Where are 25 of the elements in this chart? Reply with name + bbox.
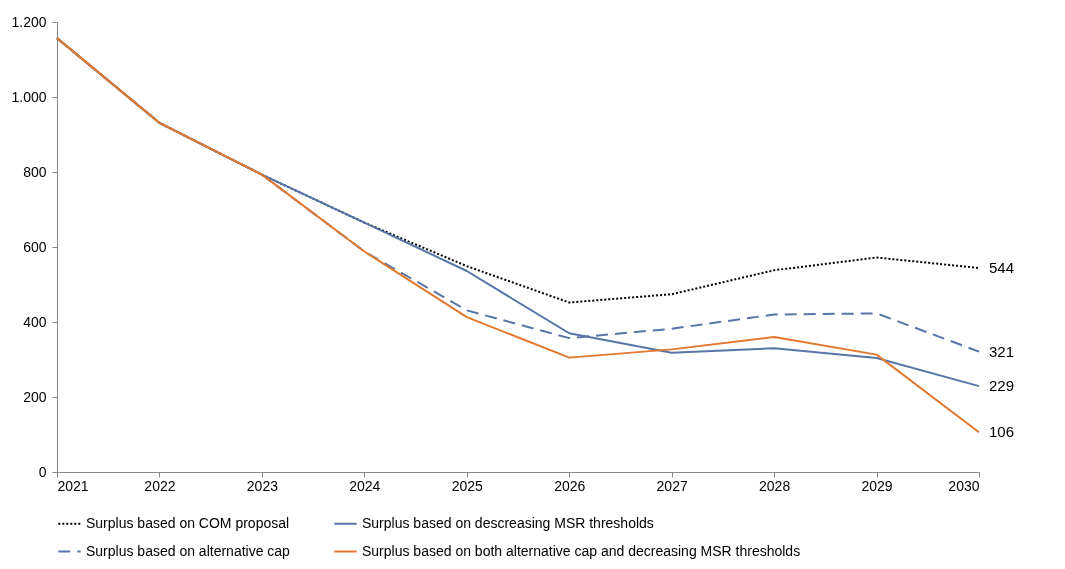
y-tick-label: 400 [23, 313, 47, 330]
legend-label: Surplus based on descreasing MSR thresholds [362, 514, 654, 531]
x-tick-label: 2021 [57, 477, 89, 494]
x-tick-label: 2029 [861, 477, 893, 494]
y-tick-label: 0 [38, 463, 47, 480]
legend-label: Surplus based on alternative cap [86, 542, 291, 559]
data-label: 106 [989, 423, 1015, 441]
legend-label: Surplus based on both alternative cap and decreasing MSR thresholds [362, 542, 801, 559]
data-label: 321 [989, 342, 1015, 360]
y-tick-label: 800 [23, 163, 47, 180]
data-label: 544 [989, 259, 1015, 276]
x-tick-label: 2030 [948, 477, 980, 494]
x-tick-label: 2026 [554, 477, 586, 494]
x-tick-label: 2025 [451, 477, 484, 494]
x-tick-label: 2022 [144, 477, 176, 494]
y-tick-label: 200 [23, 388, 47, 405]
legend-label: Surplus based on COM proposal [86, 514, 290, 531]
data-label: 229 [989, 377, 1015, 395]
y-tick-label: 1.000 [11, 88, 47, 105]
x-tick-label: 2028 [759, 477, 791, 494]
x-tick-label: 2027 [656, 477, 688, 494]
y-tick-label: 1.200 [11, 13, 47, 30]
y-tick-label: 600 [23, 238, 47, 255]
x-tick-label: 2024 [349, 477, 381, 494]
x-tick-label: 2023 [246, 477, 279, 494]
